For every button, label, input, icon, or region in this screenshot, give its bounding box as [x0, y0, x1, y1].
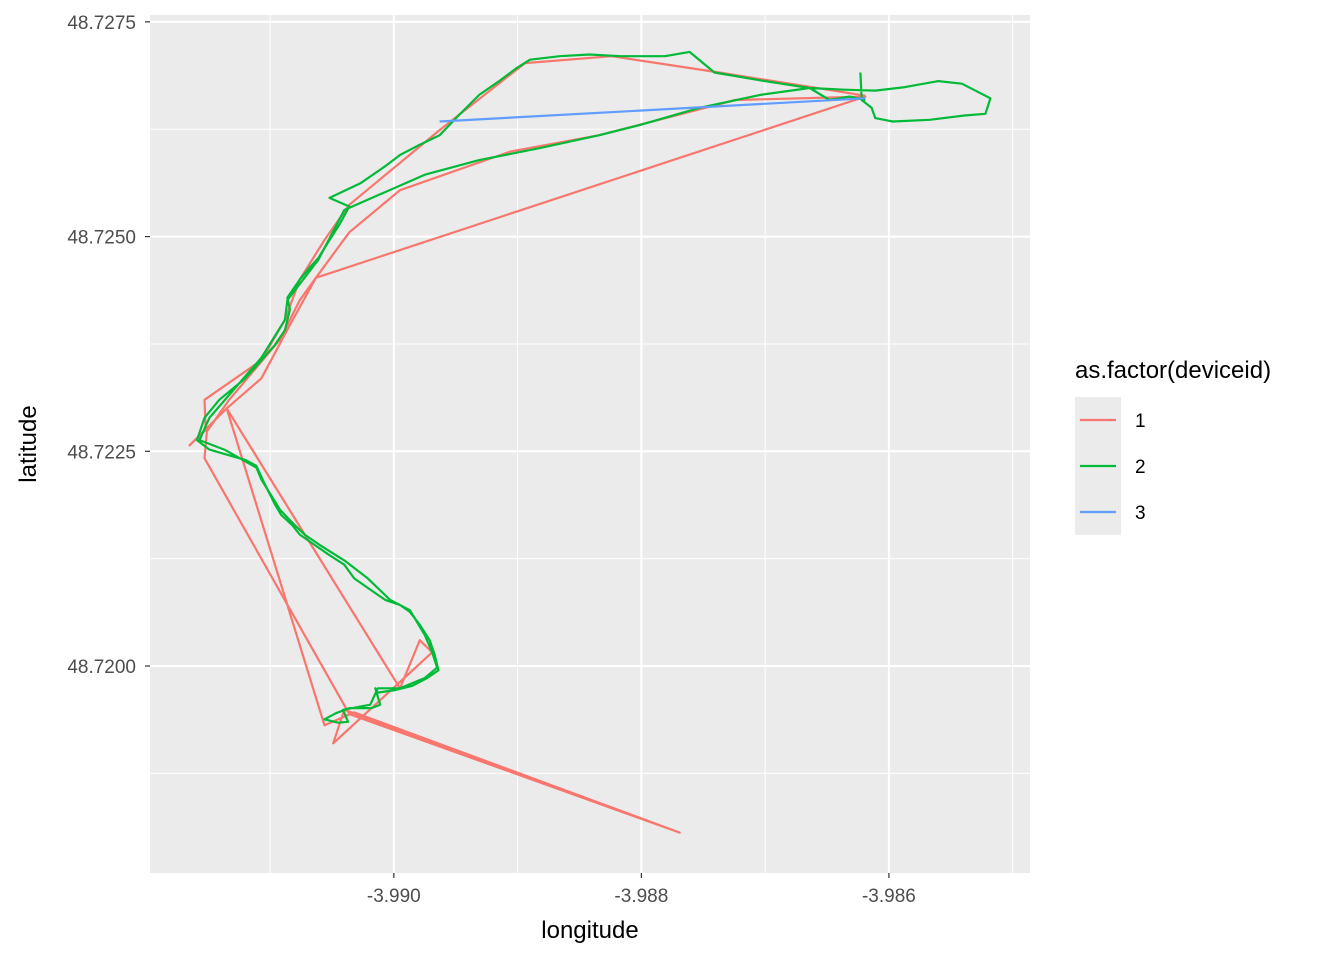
y-axis-title: latitude: [15, 405, 42, 482]
legend-label: 1: [1135, 411, 1146, 432]
x-tick-label: -3.990: [367, 886, 421, 907]
series-path-device-2: [195, 50, 992, 724]
grid-minor: [150, 15, 1030, 873]
y-tick-label: 48.7225: [67, 442, 136, 463]
x-axis-title: longitude: [541, 917, 638, 944]
y-tick-label: 48.7200: [67, 657, 136, 678]
x-tick-label: -3.986: [862, 886, 916, 907]
legend-label: 3: [1135, 503, 1146, 524]
legend: as.factor(deviceid) 1 2 3: [1075, 357, 1271, 535]
legend-label: 2: [1135, 457, 1146, 478]
legend-title: as.factor(deviceid): [1075, 357, 1271, 384]
series-path-device-3: [439, 97, 866, 123]
plot-panel: [150, 15, 1030, 873]
y-tick-label: 48.7250: [67, 228, 136, 249]
x-tick-label: -3.988: [614, 886, 668, 907]
series-layer: [188, 50, 992, 834]
series-path-device-1: [188, 55, 867, 834]
axes: -3.990 -3.988 -3.986 48.7200 48.7225 48.7250 4…: [67, 13, 916, 907]
y-tick-label: 48.7275: [67, 13, 136, 34]
grid-major: [150, 15, 1030, 873]
